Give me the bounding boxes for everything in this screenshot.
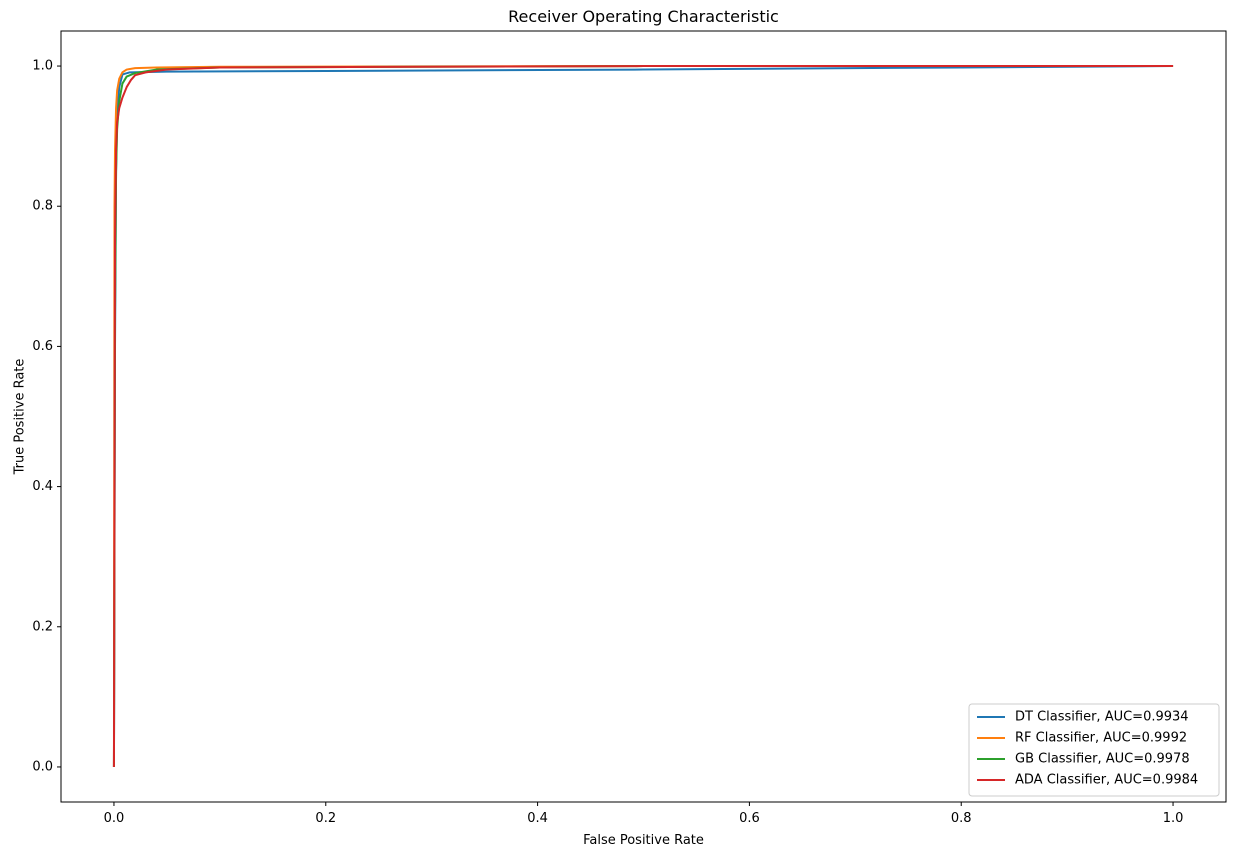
legend-box bbox=[968, 703, 1220, 797]
plot-frame bbox=[60, 30, 1227, 803]
legend-label: GB Classifier, AUC=0.9978 bbox=[1015, 752, 1190, 767]
x-tick-label: 1.0 bbox=[1163, 811, 1184, 826]
x-tick-label: 0.8 bbox=[951, 811, 972, 826]
roc-curve-rf bbox=[112, 65, 1174, 767]
y-tick-label: 1.0 bbox=[32, 59, 53, 74]
plot-lines bbox=[112, 65, 1174, 767]
x-tick-label: 0.0 bbox=[104, 811, 125, 826]
y-tick-label: 0.4 bbox=[32, 479, 53, 494]
roc-curve-dt bbox=[112, 65, 1174, 767]
x-tick-label: 0.6 bbox=[739, 811, 760, 826]
y-axis-label: True Positive Rate bbox=[13, 359, 28, 476]
x-tick-label: 0.2 bbox=[315, 811, 336, 826]
x-axis-ticks: 0.0 0.2 0.4 0.6 0.8 1.0 bbox=[104, 802, 1184, 826]
legend-label: RF Classifier, AUC=0.9992 bbox=[1015, 731, 1187, 746]
roc-curve-gb bbox=[112, 65, 1174, 767]
chart-title: Receiver Operating Characteristic bbox=[508, 7, 779, 26]
roc-curve-ada bbox=[112, 65, 1174, 767]
y-tick-label: 0.6 bbox=[32, 339, 53, 354]
y-tick-label: 0.2 bbox=[32, 619, 53, 634]
y-tick-label: 0.8 bbox=[32, 199, 53, 214]
x-tick-label: 0.4 bbox=[527, 811, 548, 826]
x-axis-label: False Positive Rate bbox=[583, 833, 704, 848]
legend-label: ADA Classifier, AUC=0.9984 bbox=[1015, 773, 1198, 788]
legend-label: DT Classifier, AUC=0.9934 bbox=[1015, 710, 1189, 725]
y-axis-ticks: 0.0 0.2 0.4 0.6 0.8 1.0 bbox=[32, 59, 61, 774]
legend: DT Classifier, AUC=0.9934 RF Classifier, … bbox=[968, 703, 1220, 797]
y-tick-label: 0.0 bbox=[32, 759, 53, 774]
